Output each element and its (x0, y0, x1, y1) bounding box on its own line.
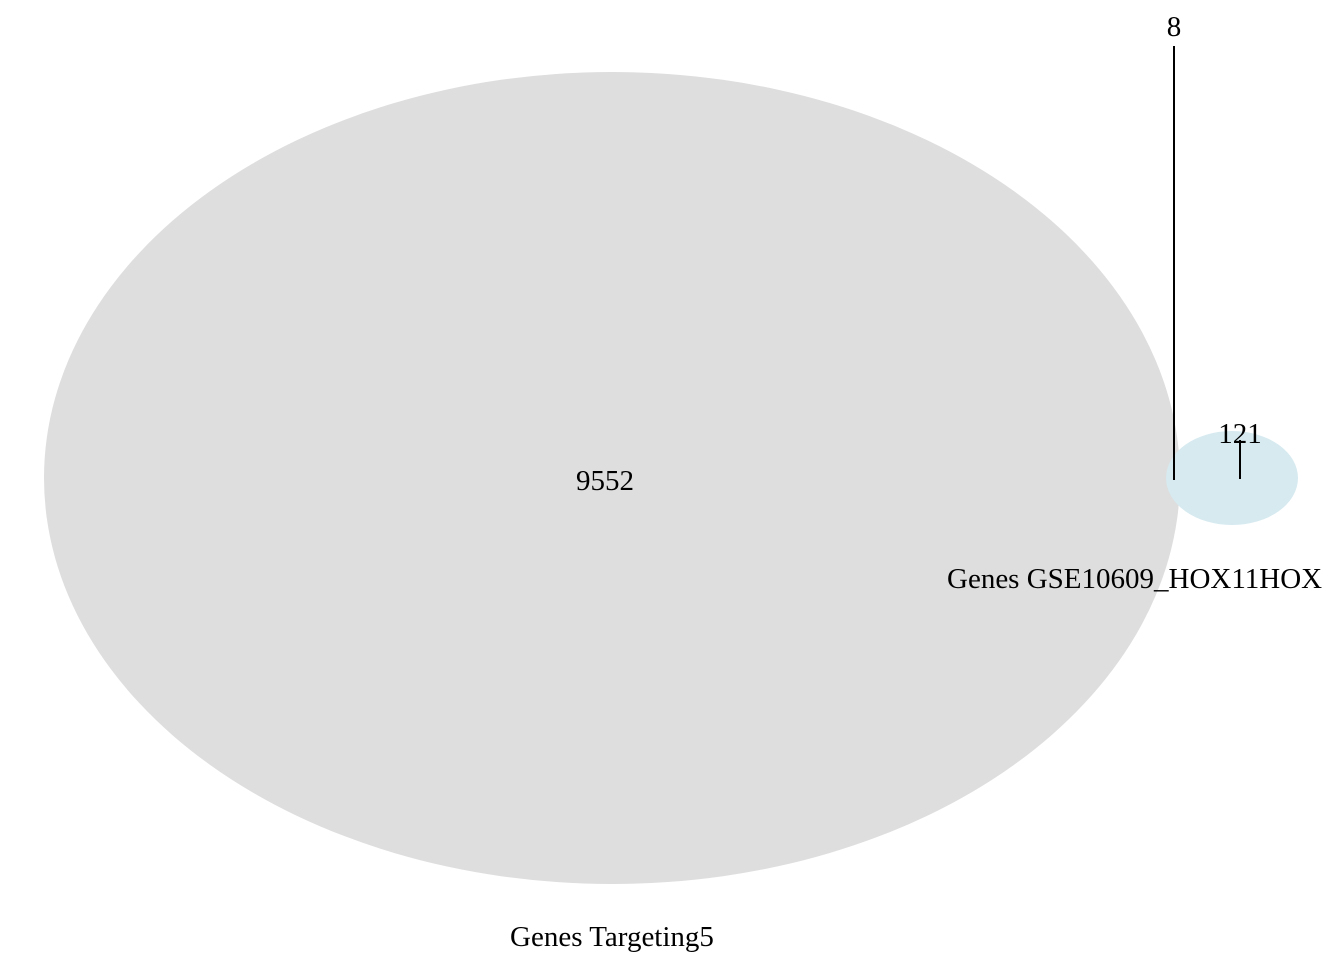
set-b-only-count: 121 (1218, 418, 1262, 450)
set-a-label: Genes Targeting5 (510, 921, 714, 953)
intersection-count: 8 (1167, 11, 1182, 43)
set-b-circle (1166, 431, 1298, 525)
set-a-only-count: 9552 (576, 465, 634, 497)
set-a-circle (44, 72, 1180, 884)
set-b-label: Genes GSE10609_HOX11HOX (947, 563, 1322, 595)
